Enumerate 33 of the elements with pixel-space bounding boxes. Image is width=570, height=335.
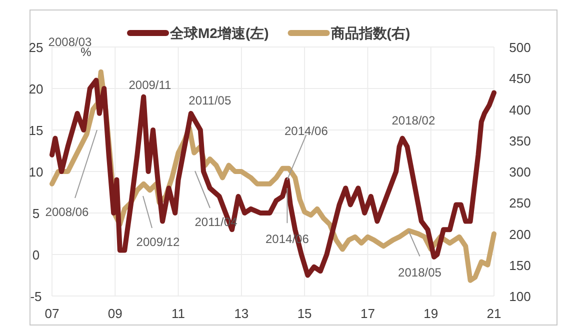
- x-tick-label: 11: [172, 306, 186, 321]
- x-tick-label: 15: [297, 306, 312, 321]
- y-tick-label: 15: [28, 123, 44, 138]
- legend-label: 商品指数(右): [330, 25, 410, 41]
- y2-tick-label: 150: [509, 258, 531, 273]
- legend-label: 全球M2增速(左): [169, 25, 269, 41]
- y-tick-label: 25: [28, 40, 44, 55]
- y-tick-label: -5: [30, 289, 42, 304]
- y2-tick-label: 350: [509, 133, 531, 148]
- x-tick-label: 13: [234, 306, 249, 321]
- y-tick-label: 10: [28, 164, 44, 180]
- y-tick-label: 20: [28, 82, 44, 96]
- x-tick-label: 09: [108, 306, 122, 321]
- annotation: 2011/05: [188, 93, 232, 108]
- annotation: 2018/05: [398, 265, 442, 280]
- y2-tick-label: 450: [509, 71, 531, 86]
- y2-tick-label: 500: [509, 40, 531, 55]
- y-tick-label: 5: [32, 206, 40, 221]
- annotation: 2009/11: [128, 78, 172, 92]
- annotation: 2018/02: [392, 113, 436, 128]
- annotation: 2014/06: [284, 124, 328, 138]
- x-tick-label: 19: [424, 306, 438, 321]
- y2-tick-label: 200: [509, 226, 531, 242]
- y2-tick-label: 400: [509, 102, 531, 118]
- y2-tick-label: 250: [509, 196, 531, 211]
- annotation: 2009/12: [136, 235, 180, 249]
- x-tick-label: 07: [44, 306, 60, 321]
- x-tick-label: 17: [360, 306, 375, 321]
- annotation: 2008/06: [45, 205, 90, 219]
- y2-tick-label: 300: [509, 164, 531, 180]
- y2-tick-label: 100: [509, 289, 531, 304]
- x-tick-label: 21: [486, 306, 502, 321]
- y-tick-label: 0: [32, 248, 40, 262]
